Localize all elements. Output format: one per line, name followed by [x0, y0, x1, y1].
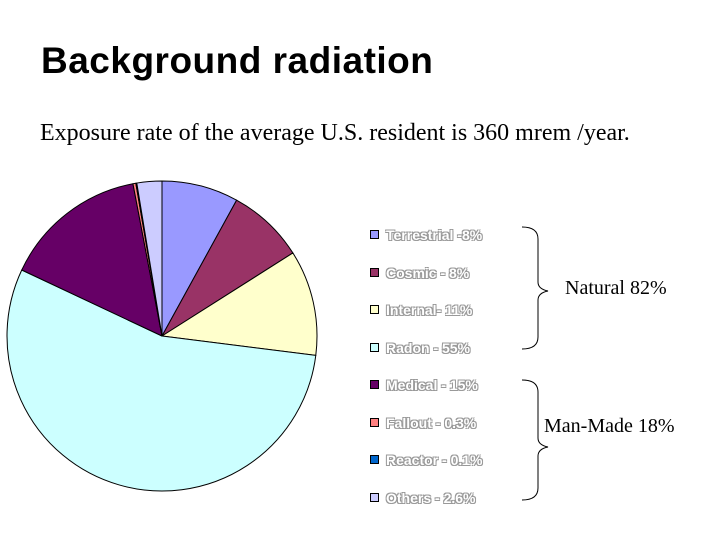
- page-title: Background radiation: [41, 40, 434, 81]
- legend-label: Cosmic - 8%: [386, 264, 470, 281]
- legend-label: Terrestrial -8%: [386, 227, 483, 243]
- legend-item-terrestrial: Terrestrial -8%: [370, 226, 540, 245]
- subtitle: Exposure rate of the average U.S. reside…: [40, 120, 630, 146]
- legend-swatch: [370, 455, 379, 464]
- legend-label: Others - 2.6%: [386, 489, 476, 506]
- legend-label: Internal- 11%: [386, 302, 473, 318]
- legend-item-fallout: Fallout - 0.3%: [370, 414, 540, 433]
- legend-item-radon: Radon - 55%: [370, 339, 540, 358]
- legend-label: Radon - 55%: [386, 339, 471, 356]
- legend-swatch: [370, 417, 379, 427]
- legend-swatch: [370, 492, 379, 502]
- man-made-group-label: Man-Made 18%: [544, 415, 675, 437]
- pie-chart: [6, 180, 318, 492]
- legend-swatch: [370, 305, 379, 314]
- legend-swatch: [370, 230, 379, 239]
- natural-group-label: Natural 82%: [565, 277, 667, 299]
- legend-swatch: [370, 342, 379, 352]
- legend-label: Medical - 15%: [386, 377, 478, 393]
- legend-item-others: Others - 2.6%: [370, 489, 540, 508]
- legend-label: Fallout - 0.3%: [386, 414, 477, 431]
- pie-slice-internal: [161, 252, 318, 356]
- legend-swatch: [370, 380, 379, 389]
- pie-slice-radon: [6, 269, 317, 492]
- legend-label: Reactor - 0.1%: [386, 452, 483, 468]
- legend-swatch: [370, 267, 379, 277]
- legend-item-internal: Internal- 11%: [370, 301, 540, 320]
- legend-item-cosmic: Cosmic - 8%: [370, 264, 540, 283]
- legend: Terrestrial -8% Cosmic - 8% Internal- 11…: [370, 226, 540, 526]
- legend-item-reactor: Reactor - 0.1%: [370, 451, 540, 470]
- pie-slice-medical: [21, 183, 163, 337]
- pie-slice-others: [136, 180, 163, 337]
- legend-item-medical: Medical - 15%: [370, 376, 540, 395]
